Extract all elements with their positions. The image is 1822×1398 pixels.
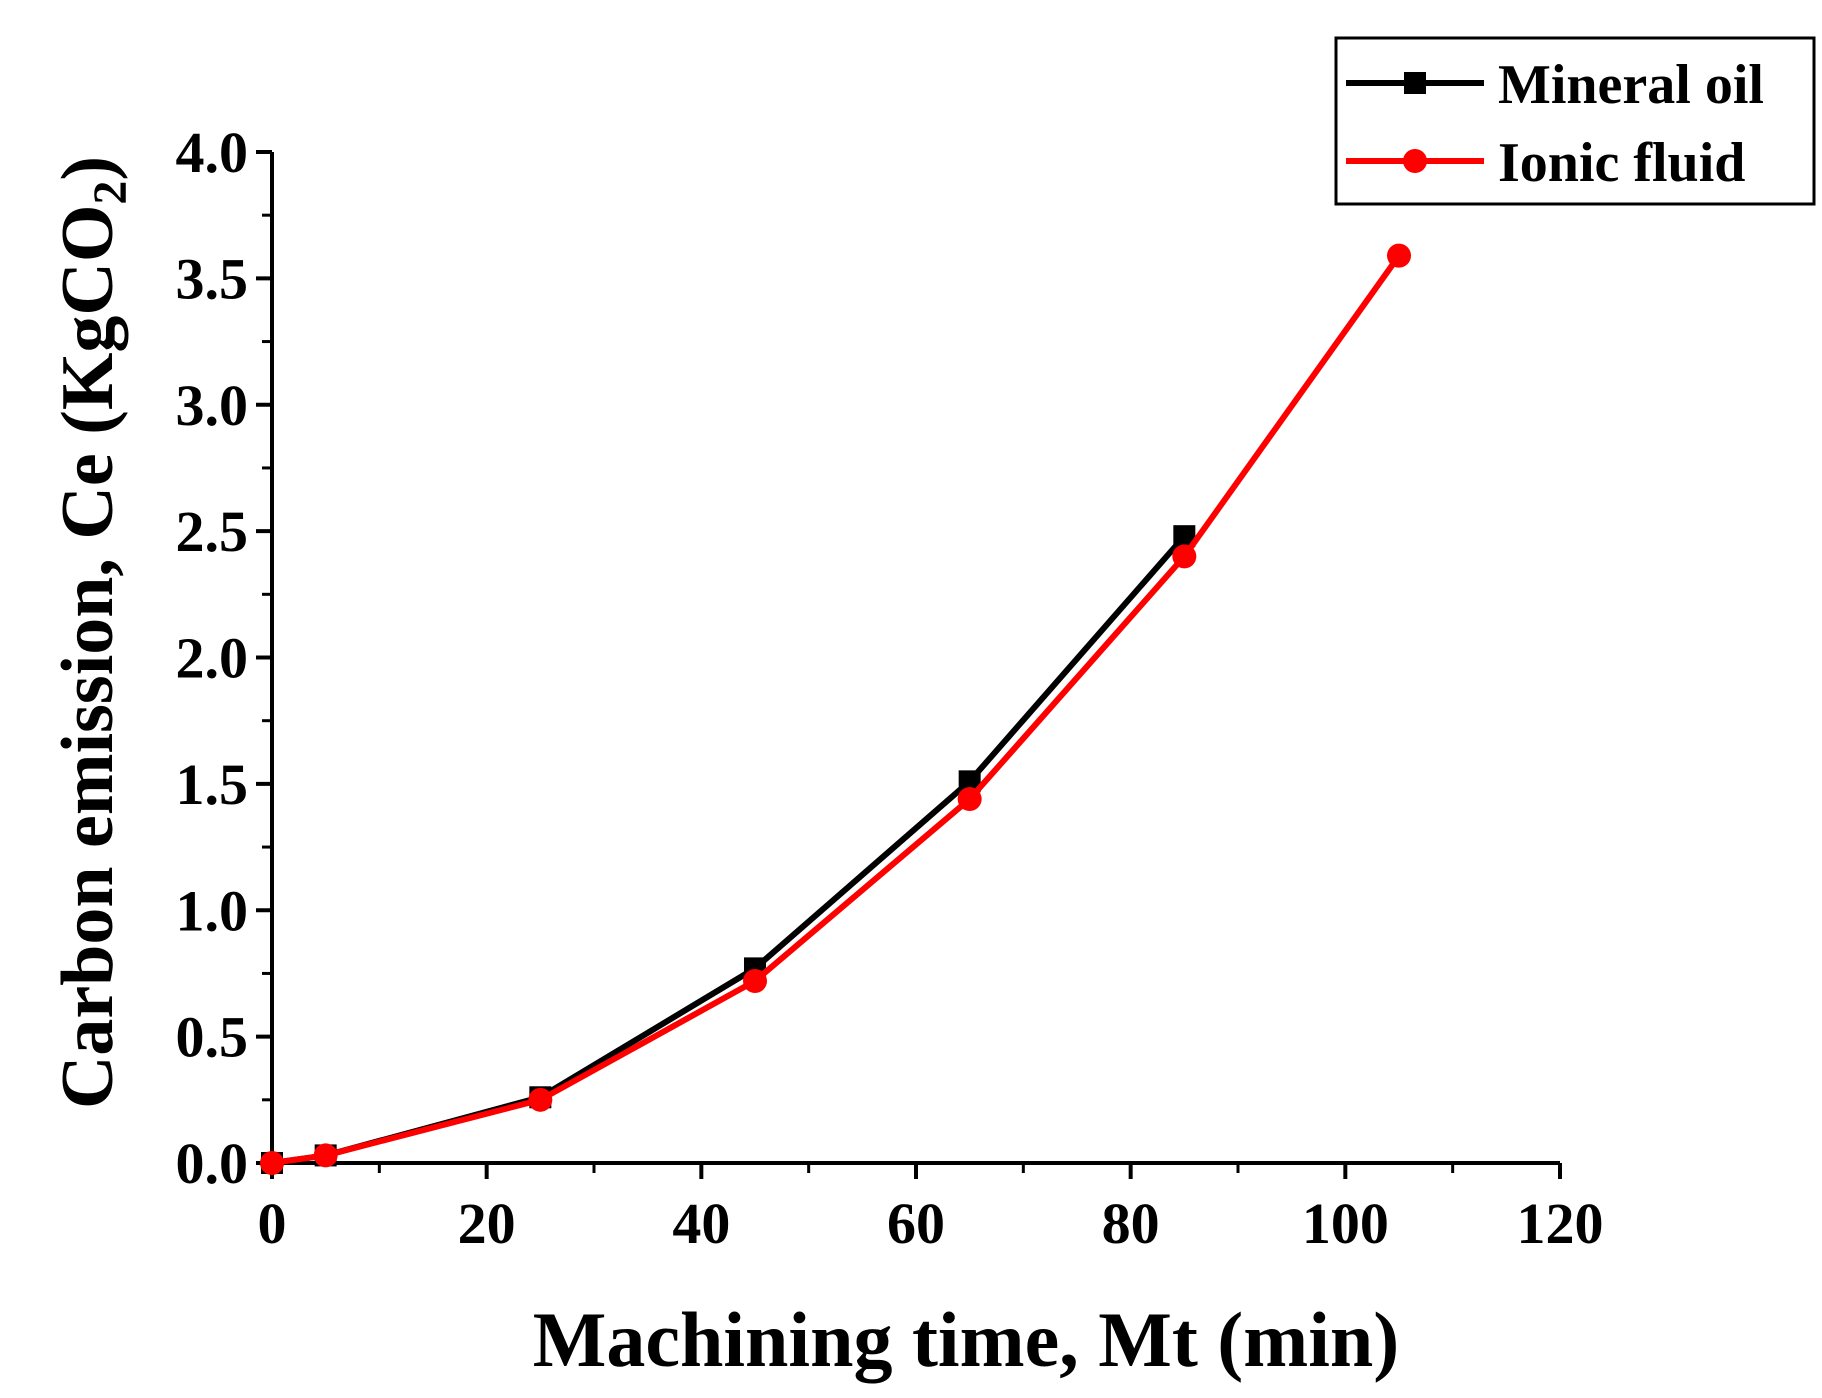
y-tick-label: 1.0: [176, 878, 249, 943]
x-tick-label: 80: [1102, 1191, 1160, 1256]
y-axis-title: Carbon emission, Ce (KgCO2): [47, 156, 137, 1109]
legend-box: [1334, 36, 1816, 206]
x-tick-label: 20: [458, 1191, 516, 1256]
legend-label-ionic-fluid: Ionic fluid: [1498, 132, 1745, 194]
y-tick-label: 3.5: [176, 246, 249, 311]
data-point-ionic-fluid: [313, 1143, 338, 1168]
data-point-mineral-oil: [1173, 525, 1196, 548]
data-point-mineral-oil: [958, 770, 981, 793]
y-tick-label: 4.0: [176, 120, 249, 185]
x-tick-label: 100: [1302, 1191, 1389, 1256]
data-point-ionic-fluid: [957, 787, 982, 812]
y-tick-label: 0.5: [176, 1005, 249, 1070]
x-tick-label: 0: [258, 1191, 287, 1256]
y-tick-label: 1.5: [176, 752, 249, 817]
series-line-ionic-fluid: [271, 253, 1402, 1166]
y-tick-label: 2.5: [176, 499, 249, 564]
legend: Mineral oil Ionic fluid: [1334, 36, 1816, 206]
data-point-ionic-fluid: [1172, 544, 1197, 569]
data-point-ionic-fluid: [743, 969, 767, 994]
y-axis-title-main: Carbon emission, Ce (KgCO: [47, 205, 129, 1109]
y-tick-label: 0.0: [176, 1131, 249, 1196]
data-point-ionic-fluid: [260, 1151, 284, 1175]
data-point-ionic-fluid: [528, 1087, 553, 1112]
series-group: [260, 243, 1411, 1175]
x-tick-label: 120: [1517, 1191, 1604, 1256]
y-axis-title-subscript: 2: [84, 181, 137, 205]
series-line-mineral-oil: [271, 534, 1187, 1166]
axes: 0 20 40 60 80 100 120 0.0 0.5 1.0 1.5 2.0 2.5 3.0 3.5 4…: [176, 120, 1604, 1256]
x-tick-label: 60: [887, 1191, 945, 1256]
legend-label-mineral-oil: Mineral oil: [1498, 54, 1764, 116]
x-axis-title: Machining time, Mt (min): [533, 1296, 1400, 1383]
y-tick-label: 3.0: [176, 373, 249, 438]
y-axis-title-close: ): [47, 156, 129, 181]
x-tick-label: 40: [672, 1191, 730, 1256]
legend-marker-ionic-fluid: [1403, 149, 1427, 173]
legend-marker-mineral-oil: [1404, 72, 1426, 94]
y-tick-label: 2.0: [176, 626, 249, 691]
data-point-ionic-fluid: [1387, 243, 1411, 268]
